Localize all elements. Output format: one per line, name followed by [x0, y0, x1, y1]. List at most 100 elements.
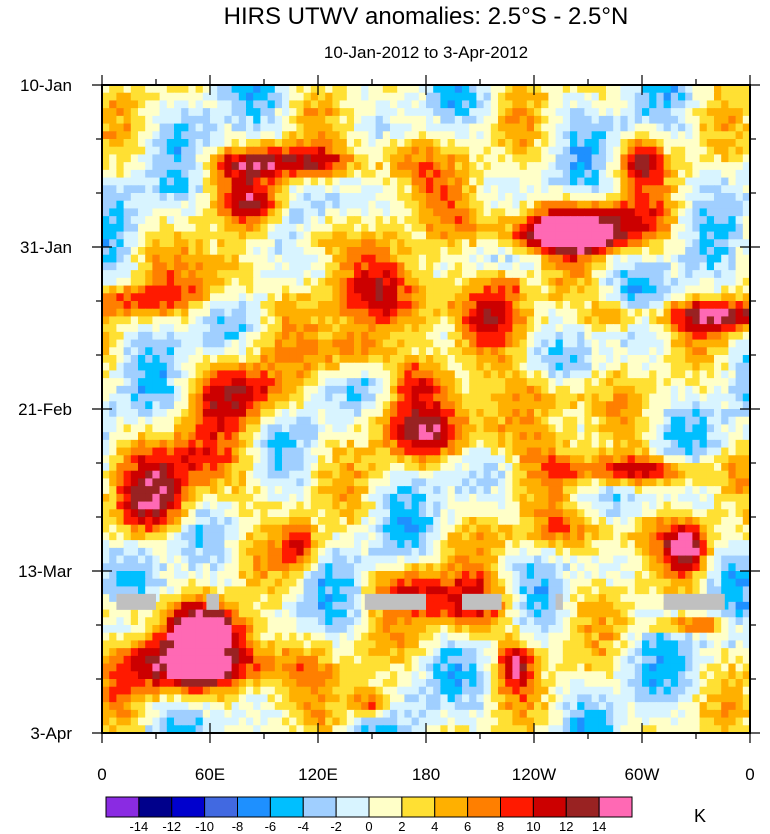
heatmap-cell — [166, 223, 175, 233]
heatmap-cell — [584, 270, 593, 279]
heatmap-cell — [130, 208, 139, 217]
heatmap-cell — [318, 409, 326, 418]
heatmap-cell — [440, 231, 449, 240]
heatmap-cell — [390, 463, 398, 472]
heatmap-cell — [224, 131, 233, 140]
heatmap-cell — [282, 347, 290, 356]
heatmap-cell — [692, 378, 701, 387]
heatmap-cell — [289, 185, 297, 194]
heatmap-cell — [375, 193, 384, 202]
heatmap-cell — [562, 416, 571, 426]
heatmap-cell — [613, 355, 621, 364]
heatmap-cell — [260, 200, 269, 210]
heatmap-cell — [656, 193, 665, 202]
heatmap-cell — [231, 409, 240, 418]
heatmap-cell — [526, 486, 535, 495]
heatmap-cell — [152, 123, 161, 132]
heatmap-cell — [109, 355, 117, 364]
heatmap-cell — [699, 193, 708, 202]
heatmap-cell — [433, 208, 441, 217]
heatmap-cell — [721, 339, 729, 348]
heatmap-cell — [440, 308, 449, 318]
heatmap-cell — [109, 146, 117, 156]
heatmap-cell — [526, 277, 535, 287]
heatmap-cell — [411, 185, 420, 194]
heatmap-cell — [274, 378, 283, 387]
heatmap-cell — [397, 501, 405, 510]
heatmap-cell — [649, 370, 657, 379]
heatmap-cell — [519, 200, 528, 210]
heatmap-cell — [390, 308, 398, 318]
heatmap-cell — [296, 185, 305, 194]
heatmap-cell — [447, 177, 456, 186]
heatmap-cell — [577, 409, 585, 418]
heatmap-cell — [138, 146, 146, 156]
heatmap-cell — [267, 393, 276, 402]
heatmap-cell — [454, 347, 463, 356]
heatmap-cell — [577, 231, 585, 240]
heatmap-cell — [253, 277, 261, 287]
heatmap-cell — [706, 347, 715, 356]
heatmap-cell — [447, 169, 456, 179]
heatmap-cell — [289, 239, 297, 248]
heatmap-cell — [152, 463, 161, 472]
heatmap-cell — [166, 455, 175, 464]
heatmap-cell — [598, 493, 607, 503]
heatmap-cell — [318, 108, 326, 117]
heatmap-cell — [742, 470, 751, 480]
heatmap-cell — [130, 439, 139, 449]
heatmap-cell — [541, 177, 549, 186]
heatmap-cell — [678, 216, 686, 225]
heatmap-cell — [656, 270, 665, 279]
heatmap-cell — [613, 223, 621, 233]
heatmap-cell — [606, 432, 614, 441]
heatmap-cell — [447, 370, 456, 379]
heatmap-cell — [202, 247, 211, 256]
heatmap-cell — [382, 223, 391, 233]
heatmap-cell — [534, 293, 542, 302]
heatmap-cell — [548, 254, 557, 264]
heatmap-cell — [282, 432, 290, 441]
heatmap-cell — [260, 154, 269, 163]
heatmap-cell — [613, 439, 621, 449]
heatmap-cell — [519, 424, 528, 433]
heatmap-cell — [426, 455, 434, 464]
heatmap-cell — [310, 277, 319, 287]
heatmap-cell — [692, 293, 701, 302]
heatmap-cell — [267, 162, 276, 171]
heatmap-cell — [361, 293, 369, 302]
heatmap-cell — [188, 123, 197, 132]
heatmap-cell — [238, 231, 247, 240]
heatmap-cell — [318, 285, 326, 294]
heatmap-cell — [670, 324, 679, 333]
heatmap-cell — [685, 324, 693, 333]
heatmap-cell — [332, 509, 341, 518]
heatmap-cell — [274, 447, 283, 456]
heatmap-cell — [418, 385, 427, 395]
heatmap-cell — [152, 85, 161, 94]
heatmap-cell — [246, 254, 254, 264]
heatmap-cell — [447, 493, 456, 503]
heatmap-cell — [368, 509, 377, 518]
heatmap-cell — [238, 131, 247, 140]
heatmap-cell — [411, 308, 420, 318]
heatmap-cell — [728, 393, 737, 402]
heatmap-cell — [620, 108, 629, 117]
heatmap-cell — [483, 486, 492, 495]
heatmap-cell — [692, 115, 701, 125]
heatmap-cell — [123, 139, 132, 148]
heatmap-cell — [267, 308, 276, 318]
heatmap-cell — [310, 169, 319, 179]
heatmap-cell — [102, 154, 110, 163]
heatmap-cell — [649, 463, 657, 472]
heatmap-cell — [195, 385, 204, 395]
heatmap-cell — [562, 393, 571, 402]
heatmap-cell — [742, 301, 751, 310]
heatmap-cell — [462, 146, 470, 156]
heatmap-cell — [418, 239, 427, 248]
heatmap-cell — [217, 131, 225, 140]
heatmap-cell — [318, 393, 326, 402]
heatmap-cell — [390, 501, 398, 510]
heatmap-cell — [469, 108, 477, 117]
heatmap-cell — [123, 177, 132, 186]
